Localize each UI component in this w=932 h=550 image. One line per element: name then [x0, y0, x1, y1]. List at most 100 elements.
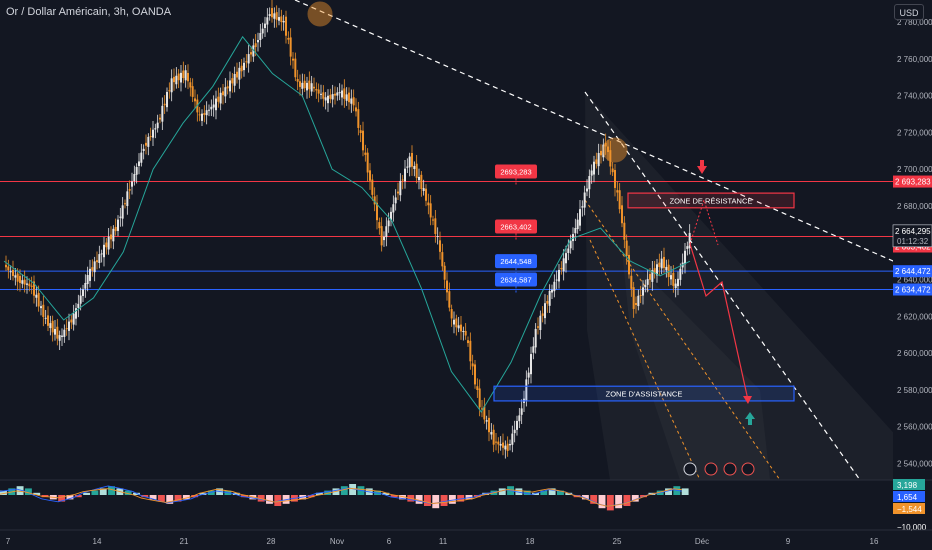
candle-60	[145, 134, 147, 155]
candle-body	[82, 289, 84, 296]
candle-body	[413, 165, 416, 170]
candle-body	[310, 83, 313, 92]
candle-body	[233, 73, 236, 86]
candle-body	[644, 285, 647, 288]
candle-55	[133, 165, 136, 186]
x-tick-label: 7	[6, 537, 11, 546]
candle-body	[464, 330, 467, 336]
candle-body	[581, 206, 584, 208]
y-tick-label: 2 740,000	[897, 92, 932, 101]
candle-body	[611, 168, 614, 173]
candle-body	[401, 179, 404, 181]
price-axis-label-text: 2 634,472	[895, 285, 931, 294]
candle-body	[369, 170, 371, 181]
candle-body	[119, 216, 122, 218]
candle-body	[429, 203, 432, 218]
candle-31	[77, 294, 80, 318]
candle-body	[373, 196, 376, 205]
candle-283	[665, 259, 668, 278]
candle-0	[5, 255, 7, 271]
candle-125	[296, 69, 299, 91]
candle-body	[593, 161, 595, 175]
candle-body	[399, 180, 402, 196]
candle-78	[187, 64, 189, 90]
candle-body	[476, 386, 479, 391]
macd-bar	[606, 495, 614, 511]
candle-body	[558, 269, 560, 282]
candle-128	[303, 74, 306, 92]
candle-285	[670, 266, 672, 286]
candle-body	[520, 408, 523, 415]
candle-48	[117, 215, 119, 237]
x-tick-label: 6	[387, 537, 392, 546]
candle-47	[114, 218, 117, 236]
candle-body	[203, 113, 206, 115]
macd-bar	[83, 492, 91, 495]
y-tick-label: 2 760,000	[897, 55, 932, 64]
candle-25	[63, 324, 66, 343]
candle-269	[632, 281, 635, 318]
candle-251	[590, 164, 593, 184]
candle-body	[408, 156, 411, 168]
macd-bar	[423, 495, 431, 506]
candle-100	[238, 61, 241, 89]
candle-40	[98, 245, 101, 269]
candle-body	[338, 92, 341, 94]
candle-body	[26, 283, 28, 285]
candle-20	[51, 315, 54, 342]
macd-bar	[58, 495, 66, 502]
candle-body	[679, 268, 682, 280]
candle-282	[663, 247, 665, 273]
macd-bar	[615, 495, 623, 509]
candle-11	[30, 276, 33, 295]
candle-body	[483, 406, 486, 420]
candle-body	[61, 335, 63, 337]
x-tick-label: Nov	[330, 537, 344, 546]
candle-28	[70, 315, 73, 330]
candle-32	[79, 287, 82, 311]
candle-body	[455, 318, 458, 328]
candle-body	[205, 110, 208, 116]
candle-body	[457, 325, 460, 329]
candle-body	[317, 89, 320, 94]
candle-256	[602, 138, 605, 162]
candle-91	[217, 87, 220, 108]
candle-3	[12, 260, 14, 281]
candle-225	[530, 346, 532, 384]
candle-body	[201, 113, 203, 121]
candle-body	[616, 190, 619, 193]
macd-bar	[399, 495, 406, 500]
macd-bar	[623, 495, 631, 506]
candle-body	[453, 319, 455, 325]
candle-233	[548, 284, 551, 313]
candle-105	[250, 46, 252, 62]
candle-192	[453, 311, 455, 334]
candle-198	[467, 336, 469, 347]
candle-body	[509, 444, 511, 446]
candle-body	[161, 105, 164, 122]
candle-body	[579, 209, 581, 226]
candle-body	[364, 152, 367, 155]
candle-body	[91, 267, 94, 271]
candle-85	[203, 105, 206, 123]
macd-bar	[274, 495, 282, 506]
candle-body	[110, 234, 112, 240]
currency-button[interactable]: USD	[894, 4, 924, 20]
candle-112	[266, 8, 269, 33]
candle-115	[273, 7, 276, 28]
macd-bar	[174, 495, 182, 502]
candle-272	[639, 285, 642, 304]
candle-body	[329, 94, 332, 99]
candle-body	[268, 14, 271, 17]
candle-142	[336, 87, 339, 101]
candle-body	[37, 292, 40, 307]
channel-line-lower	[589, 239, 701, 481]
candle-body	[117, 219, 119, 231]
candle-body	[614, 170, 616, 188]
macd-bar	[598, 495, 606, 509]
candle-body	[77, 303, 80, 308]
candle-22	[56, 318, 59, 346]
candle-277	[651, 260, 654, 291]
candle-191	[450, 304, 453, 327]
